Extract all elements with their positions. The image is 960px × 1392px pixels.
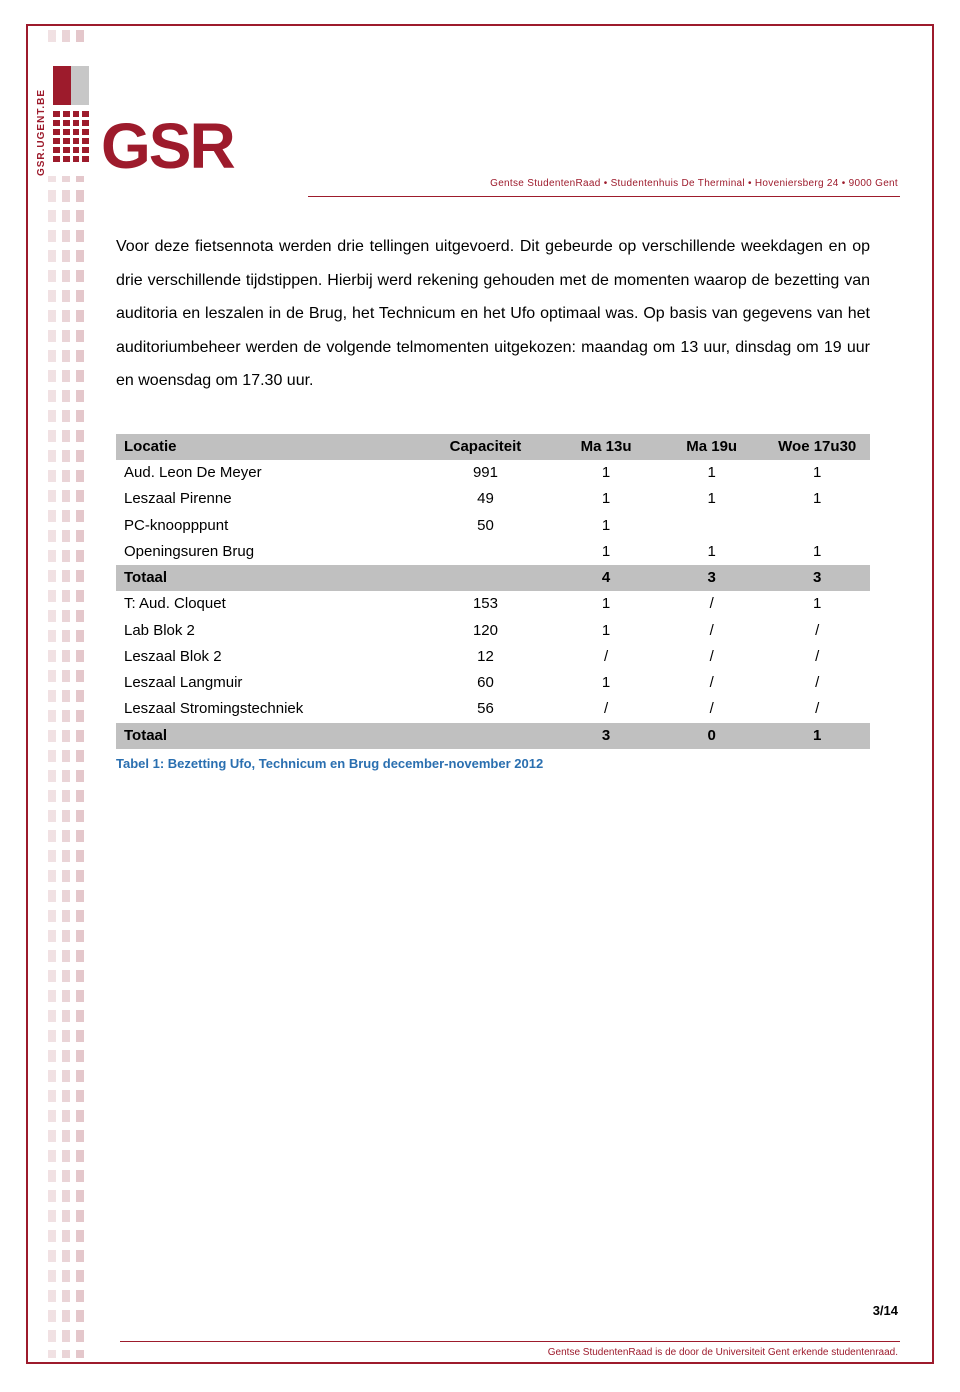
table-cell: 1 [553,513,659,539]
table-cell [418,723,554,749]
table-cell: Lab Blok 2 [116,618,418,644]
col-ma13u: Ma 13u [553,434,659,460]
table-wrap: Locatie Capaciteit Ma 13u Ma 19u Woe 17u… [116,434,870,773]
table-cell: / [659,696,765,722]
table-cell: 3 [764,565,870,591]
table-cell: 4 [553,565,659,591]
table-cell: / [659,644,765,670]
table-cell: / [659,670,765,696]
table-cell: 1 [553,618,659,644]
table-cell: 1 [659,486,765,512]
table-cell: 12 [418,644,554,670]
table-row: Leszaal Pirenne49111 [116,486,870,512]
table-cell: 1 [764,486,870,512]
table-cell: 1 [764,460,870,486]
table-cell: / [764,644,870,670]
table-row: PC-knoopppunt501 [116,513,870,539]
table-cell: 49 [418,486,554,512]
table-cell: 1 [553,539,659,565]
table-caption: Tabel 1: Bezetting Ufo, Technicum en Bru… [116,755,870,773]
table-row: Leszaal Langmuir601// [116,670,870,696]
table-cell [418,539,554,565]
body-paragraph: Voor deze fietsennota werden drie tellin… [116,230,870,398]
footer-text: Gentse StudentenRaad is de door de Unive… [548,1347,898,1358]
table-cell: / [659,591,765,617]
bezetting-table: Locatie Capaciteit Ma 13u Ma 19u Woe 17u… [116,434,870,749]
table-cell [418,565,554,591]
table-row: Openingsuren Brug111 [116,539,870,565]
table-cell: Totaal [116,723,418,749]
table-cell: 1 [764,539,870,565]
decorative-stripes [42,30,90,1358]
table-cell: / [764,618,870,644]
table-cell: 1 [659,539,765,565]
col-ma19u: Ma 19u [659,434,765,460]
table-cell: 120 [418,618,554,644]
table-cell: / [659,618,765,644]
table-cell: 56 [418,696,554,722]
table-cell [659,513,765,539]
content-area: Voor deze fietsennota werden drie tellin… [116,230,870,773]
table-cell: Aud. Leon De Meyer [116,460,418,486]
table-cell: / [764,670,870,696]
logo-side-text: GSR.UGENT.BE [36,81,47,176]
table-cell: T: Aud. Cloquet [116,591,418,617]
table-cell: 1 [553,670,659,696]
table-cell: 1 [553,460,659,486]
col-capaciteit: Capaciteit [418,434,554,460]
table-row: Leszaal Stromingstechniek56/// [116,696,870,722]
table-cell: Openingsuren Brug [116,539,418,565]
col-locatie: Locatie [116,434,418,460]
table-cell: 1 [764,723,870,749]
table-cell: Leszaal Langmuir [116,670,418,696]
table-row: Totaal433 [116,565,870,591]
table-cell: 1 [659,460,765,486]
table-cell [764,513,870,539]
page-number: 3/14 [873,1303,898,1318]
table-cell: 991 [418,460,554,486]
table-cell: Leszaal Stromingstechniek [116,696,418,722]
header-address: Gentse StudentenRaad • Studentenhuis De … [490,178,898,189]
table-row: Leszaal Blok 212/// [116,644,870,670]
table-cell: Leszaal Pirenne [116,486,418,512]
logo-text: GSR [95,118,234,176]
table-cell: 0 [659,723,765,749]
table-cell: / [764,696,870,722]
table-row: Totaal 301 [116,723,870,749]
table-cell: Leszaal Blok 2 [116,644,418,670]
table-cell: 1 [553,486,659,512]
table-header-row: Locatie Capaciteit Ma 13u Ma 19u Woe 17u… [116,434,870,460]
table-row: Aud. Leon De Meyer991111 [116,460,870,486]
table-cell: 3 [659,565,765,591]
table-cell: 3 [553,723,659,749]
col-woe17u30: Woe 17u30 [764,434,870,460]
table-cell: 1 [764,591,870,617]
header-rule [308,196,900,197]
table-cell: / [553,696,659,722]
footer-rule [120,1341,900,1342]
table-cell: Totaal [116,565,418,591]
table-row: Lab Blok 21201// [116,618,870,644]
table-cell: 50 [418,513,554,539]
table-cell: 153 [418,591,554,617]
table-cell: 1 [553,591,659,617]
logo: GSR.UGENT.BE GSR [36,46,236,176]
table-cell: / [553,644,659,670]
table-row: T: Aud. Cloquet1531/1 [116,591,870,617]
logo-building-icon [53,66,89,176]
table-cell: 60 [418,670,554,696]
table-cell: PC-knoopppunt [116,513,418,539]
